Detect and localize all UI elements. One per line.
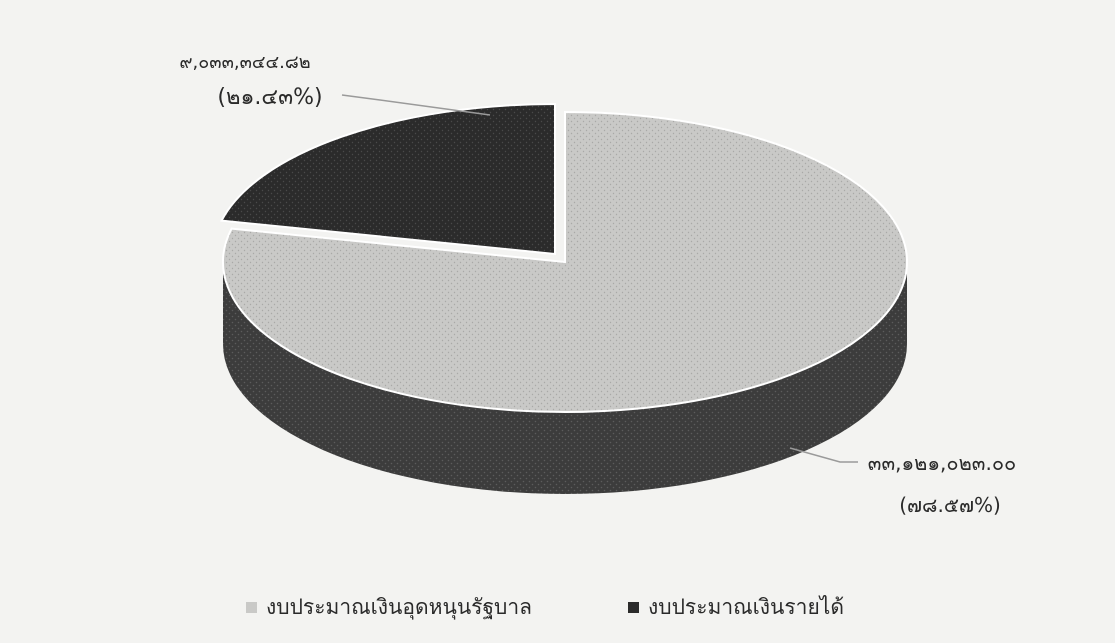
data-label-revenue-percent: (๒๑.๔๓%) — [217, 85, 322, 110]
legend: งบประมาณเงินอุดหนุนรัฐบาล งบประมาณเงินรา… — [246, 595, 844, 620]
data-label-government-percent: (๗๘.๕๗%) — [899, 493, 1001, 517]
pie-slice-revenue-budget — [220, 102, 556, 256]
legend-label-government: งบประมาณเงินอุดหนุนรัฐบาล — [266, 595, 532, 620]
data-label-revenue-value: ๙,๐๓๓,๓๔๔.๘๒ — [179, 52, 310, 73]
data-label-government-value: ๓๓,๑๒๑,๐๒๓.๐๐ — [868, 451, 1016, 475]
leader-line-revenue — [341, 94, 491, 116]
legend-swatch-revenue — [628, 602, 639, 613]
legend-swatch-government — [246, 602, 257, 613]
pie-slice-government-subsidy — [222, 110, 909, 413]
leader-line-government — [789, 447, 858, 463]
legend-label-revenue: งบประมาณเงินรายได้ — [648, 595, 844, 619]
pie-slice-side — [223, 262, 907, 494]
